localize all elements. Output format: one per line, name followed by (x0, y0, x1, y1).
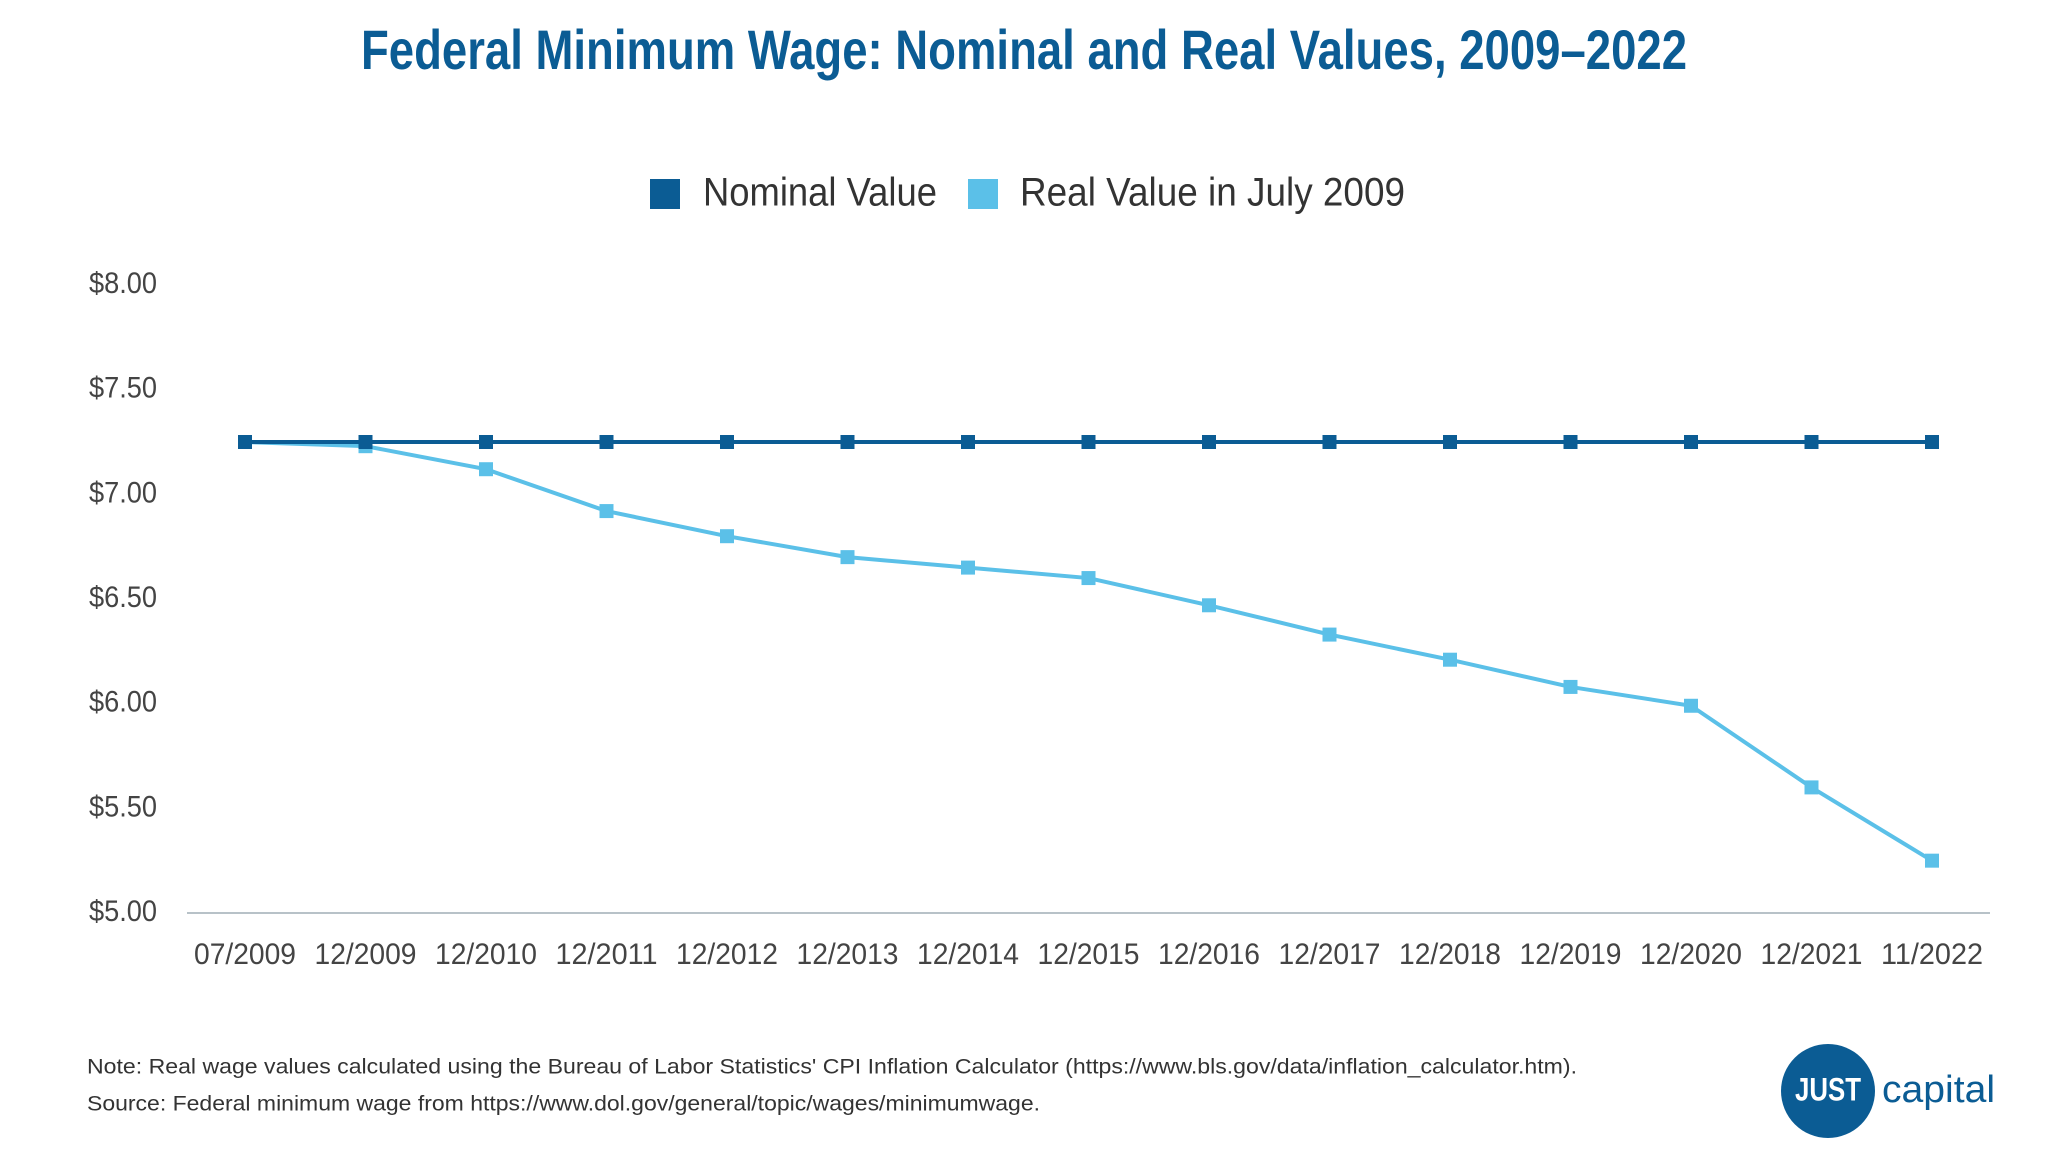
x-tick-label: 12/2019 (1520, 938, 1622, 971)
x-tick-label: 12/2012 (676, 938, 778, 971)
note: Note: Real wage values calculated using … (87, 1056, 1577, 1079)
marker (1563, 435, 1578, 449)
marker (1804, 435, 1819, 449)
x-tick-label: 12/2018 (1399, 938, 1501, 971)
x-tick-label: 12/2009 (315, 938, 417, 971)
y-tick-label: $6.00 (89, 686, 157, 719)
x-tick-label: 12/2014 (917, 938, 1019, 971)
x-tick-label: 12/2016 (1158, 938, 1260, 971)
y-tick-label: $8.00 (89, 267, 157, 300)
marker (840, 550, 855, 565)
marker (1684, 435, 1698, 449)
marker (961, 435, 975, 449)
logo-mark: JUST (1795, 1071, 1861, 1107)
marker (479, 462, 493, 477)
marker (238, 435, 252, 449)
marker (840, 435, 855, 449)
marker (1804, 780, 1819, 795)
marker (599, 435, 614, 449)
marker (1443, 435, 1457, 449)
marker (1322, 627, 1337, 642)
marker (1322, 435, 1337, 449)
source: Source: Federal minimum wage from https:… (87, 1093, 1040, 1116)
marker (961, 560, 975, 575)
x-tick-label: 12/2010 (435, 938, 537, 971)
x-tick-label: 11/2022 (1881, 938, 1983, 971)
series-line (244, 440, 1934, 863)
legend-swatch (650, 179, 680, 209)
x-tick-label: 12/2017 (1279, 938, 1381, 971)
marker (1202, 598, 1216, 613)
marker (599, 504, 614, 519)
legend-label: Nominal Value (703, 171, 937, 215)
x-tick-label: 12/2015 (1038, 938, 1140, 971)
x-tick-label: 12/2020 (1640, 938, 1742, 971)
marker (1684, 698, 1698, 713)
chart-title: Federal Minimum Wage: Nominal and Real V… (361, 18, 1687, 81)
y-tick-label: $5.50 (89, 790, 157, 823)
legend-label: Real Value in July 2009 (1020, 171, 1405, 215)
y-tick-label: $7.50 (89, 372, 157, 405)
marker (720, 529, 734, 544)
y-tick-label: $5.00 (89, 895, 157, 928)
marker (1202, 435, 1216, 449)
marker (1925, 435, 1939, 449)
x-tick-label: 12/2011 (556, 938, 658, 971)
marker (1443, 652, 1457, 667)
marker (358, 435, 373, 449)
marker (1081, 435, 1096, 449)
logo-text: capital (1882, 1069, 1995, 1111)
legend-swatch (968, 179, 998, 209)
marker (720, 435, 734, 449)
y-tick-label: $6.50 (89, 581, 157, 614)
marker (1081, 571, 1096, 586)
marker (479, 435, 493, 449)
marker (1925, 853, 1939, 868)
x-tick-label: 12/2021 (1761, 938, 1863, 971)
marker (1563, 679, 1578, 694)
x-tick-label: 12/2013 (797, 938, 899, 971)
y-tick-label: $7.00 (89, 476, 157, 509)
x-tick-label: 07/2009 (194, 938, 296, 971)
logo-circle (1781, 1044, 1875, 1138)
